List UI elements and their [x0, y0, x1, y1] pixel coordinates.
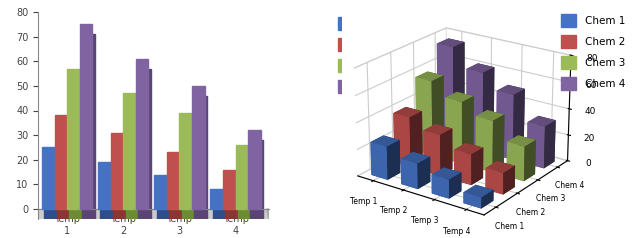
Bar: [248, 130, 260, 209]
Bar: [98, 162, 111, 209]
Bar: [223, 170, 236, 209]
Bar: [212, 199, 225, 219]
Bar: [125, 103, 138, 219]
Bar: [136, 59, 148, 209]
Bar: [179, 113, 192, 209]
Bar: [57, 125, 69, 219]
Legend: Chem 1, Chem 2, Chem 3, Chem 4: Chem 1, Chem 2, Chem 3, Chem 4: [556, 10, 629, 94]
Bar: [192, 86, 205, 209]
Bar: [225, 179, 238, 219]
Bar: [44, 157, 57, 219]
Legend: Chem 1, Chem 2, Chem 3, Chem 4: Chem 1, Chem 2, Chem 3, Chem 4: [334, 13, 406, 97]
Bar: [194, 96, 207, 219]
Bar: [80, 24, 92, 209]
Polygon shape: [38, 209, 273, 219]
Bar: [238, 155, 250, 219]
Bar: [42, 148, 54, 209]
Bar: [157, 184, 169, 219]
Bar: [111, 133, 124, 209]
Bar: [167, 152, 179, 209]
Bar: [154, 175, 167, 209]
Bar: [100, 172, 113, 219]
Polygon shape: [267, 209, 273, 219]
Bar: [211, 189, 223, 209]
Bar: [113, 143, 125, 219]
Bar: [54, 115, 67, 209]
Bar: [250, 140, 263, 219]
Bar: [67, 69, 80, 209]
Bar: [124, 93, 136, 209]
Bar: [236, 145, 248, 209]
Bar: [138, 69, 150, 219]
Bar: [169, 162, 182, 219]
Bar: [69, 79, 82, 219]
Bar: [82, 34, 95, 219]
Bar: [182, 123, 194, 219]
